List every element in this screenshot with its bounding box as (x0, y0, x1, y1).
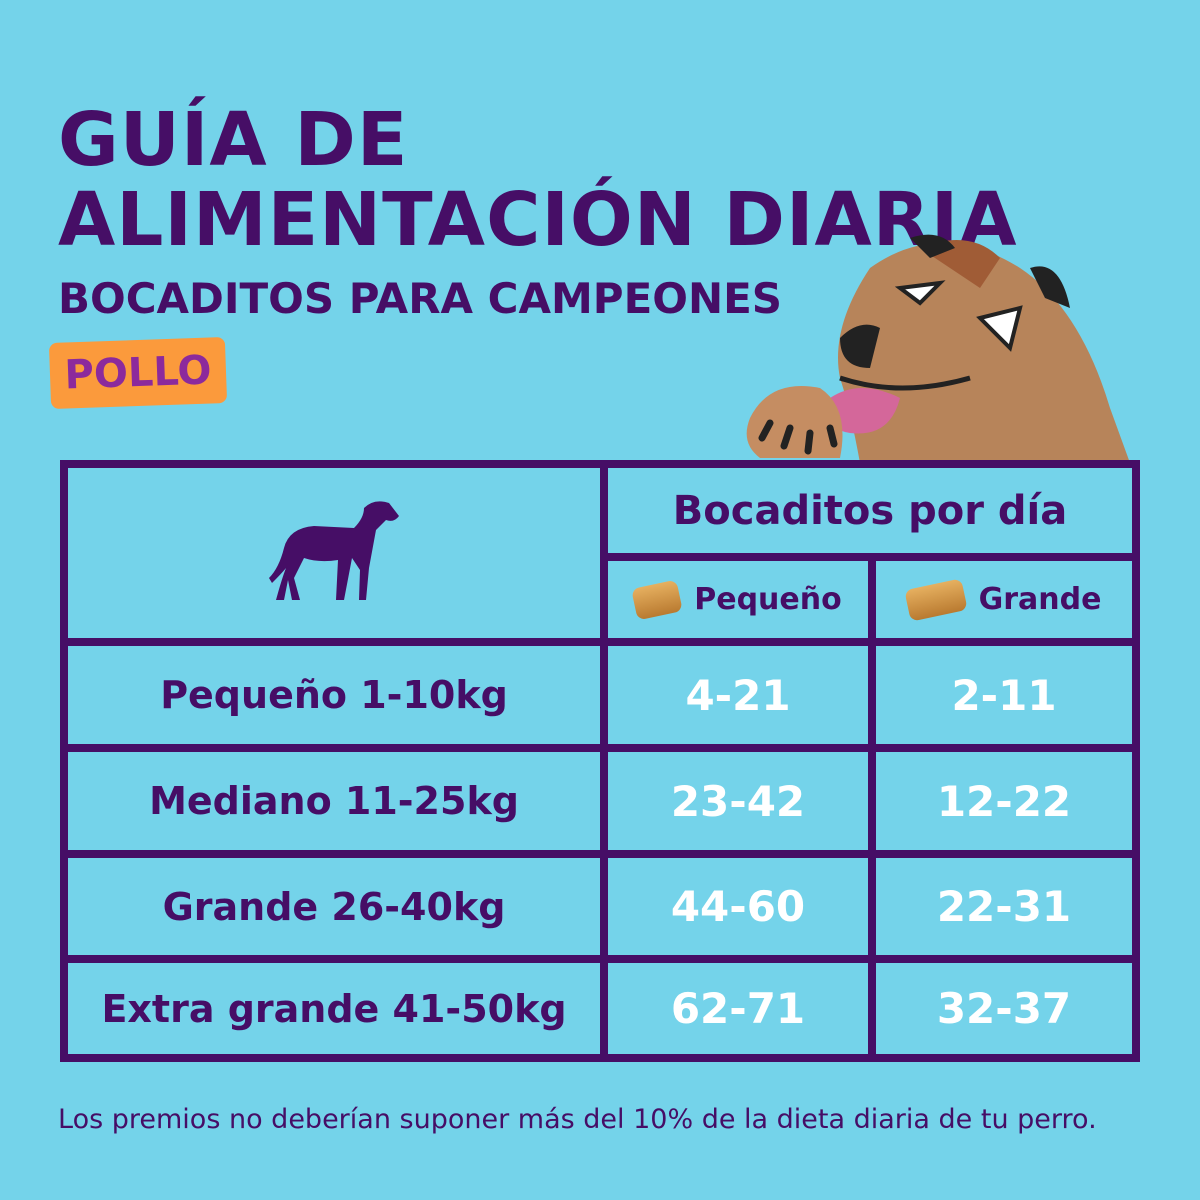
value-large: 22-31 (868, 850, 1140, 963)
treats-per-day-header: Bocaditos por día (600, 460, 1140, 561)
feeding-table: Bocaditos por día Pequeño Grande Pequeño… (60, 460, 1140, 1062)
value-large: 2-11 (868, 638, 1140, 752)
row-label: Pequeño 1-10kg (60, 638, 608, 752)
value-small: 44-60 (600, 850, 876, 963)
value-small: 4-21 (600, 638, 876, 752)
page-title: GUÍA DE ALIMENTACIÓN DIARIA (58, 97, 1018, 263)
column-label: Grande (978, 582, 1102, 617)
value-small: 23-42 (600, 744, 876, 858)
column-label: Pequeño (694, 582, 842, 617)
dog-size-header-cell (60, 460, 608, 646)
column-header-large: Grande (868, 553, 1140, 646)
small-treat-icon (631, 579, 684, 620)
large-treat-icon (903, 577, 968, 622)
flavor-badge: POLLO (48, 336, 228, 410)
row-label: Mediano 11-25kg (60, 744, 608, 858)
column-header-small: Pequeño (600, 553, 876, 646)
subtitle: BOCADITOS PARA CAMPEONES (58, 274, 783, 323)
value-small: 62-71 (600, 955, 876, 1062)
value-large: 12-22 (868, 744, 1140, 858)
value-large: 32-37 (868, 955, 1140, 1062)
footer-note: Los premios no deberían suponer más del … (58, 1104, 1097, 1135)
dog-illustration (746, 234, 1130, 463)
row-label: Extra grande 41-50kg (60, 955, 608, 1062)
dog-silhouette-icon (269, 501, 399, 600)
row-label: Grande 26-40kg (60, 850, 608, 963)
